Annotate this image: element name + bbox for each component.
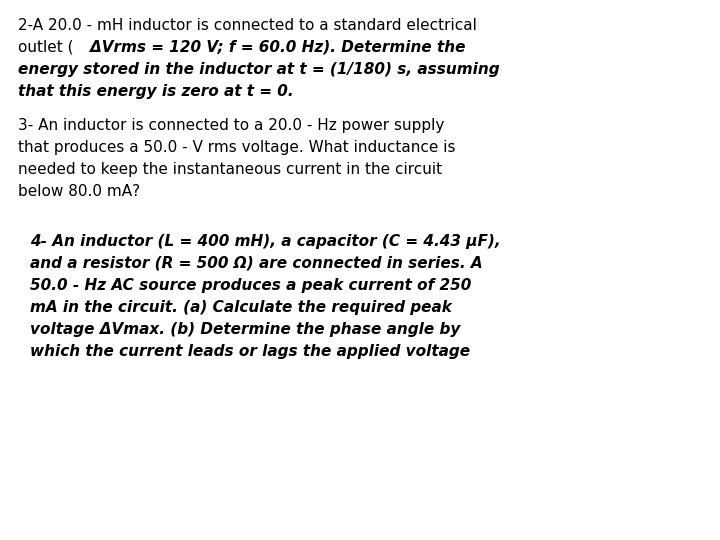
Text: energy stored in the inductor at t = (1/180) s, assuming: energy stored in the inductor at t = (1/… bbox=[18, 62, 500, 77]
Text: 2-A 20.0 - mH inductor is connected to a standard electrical: 2-A 20.0 - mH inductor is connected to a… bbox=[18, 18, 477, 33]
Text: 3- An inductor is connected to a 20.0 - Hz power supply: 3- An inductor is connected to a 20.0 - … bbox=[18, 118, 444, 133]
Text: that this energy is zero at t = 0.: that this energy is zero at t = 0. bbox=[18, 84, 294, 99]
Text: that produces a 50.0 - V rms voltage. What inductance is: that produces a 50.0 - V rms voltage. Wh… bbox=[18, 140, 456, 155]
Text: and a resistor (R = 500 Ω) are connected in series. A: and a resistor (R = 500 Ω) are connected… bbox=[30, 256, 482, 271]
Text: below 80.0 mA?: below 80.0 mA? bbox=[18, 184, 140, 199]
Text: voltage ΔVmax. (b) Determine the phase angle by: voltage ΔVmax. (b) Determine the phase a… bbox=[30, 322, 460, 337]
Text: outlet (: outlet ( bbox=[18, 40, 73, 55]
Text: ΔVrms = 120 V; f = 60.0 Hz). Determine the: ΔVrms = 120 V; f = 60.0 Hz). Determine t… bbox=[89, 40, 465, 55]
Text: which the current leads or lags the applied voltage: which the current leads or lags the appl… bbox=[30, 344, 470, 359]
Text: 4- An inductor (L = 400 mH), a capacitor (C = 4.43 μF),: 4- An inductor (L = 400 mH), a capacitor… bbox=[30, 234, 500, 249]
Text: mA in the circuit. (a) Calculate the required peak: mA in the circuit. (a) Calculate the req… bbox=[30, 300, 452, 315]
Text: 50.0 - Hz AC source produces a peak current of 250: 50.0 - Hz AC source produces a peak curr… bbox=[30, 278, 472, 293]
Text: needed to keep the instantaneous current in the circuit: needed to keep the instantaneous current… bbox=[18, 162, 442, 177]
